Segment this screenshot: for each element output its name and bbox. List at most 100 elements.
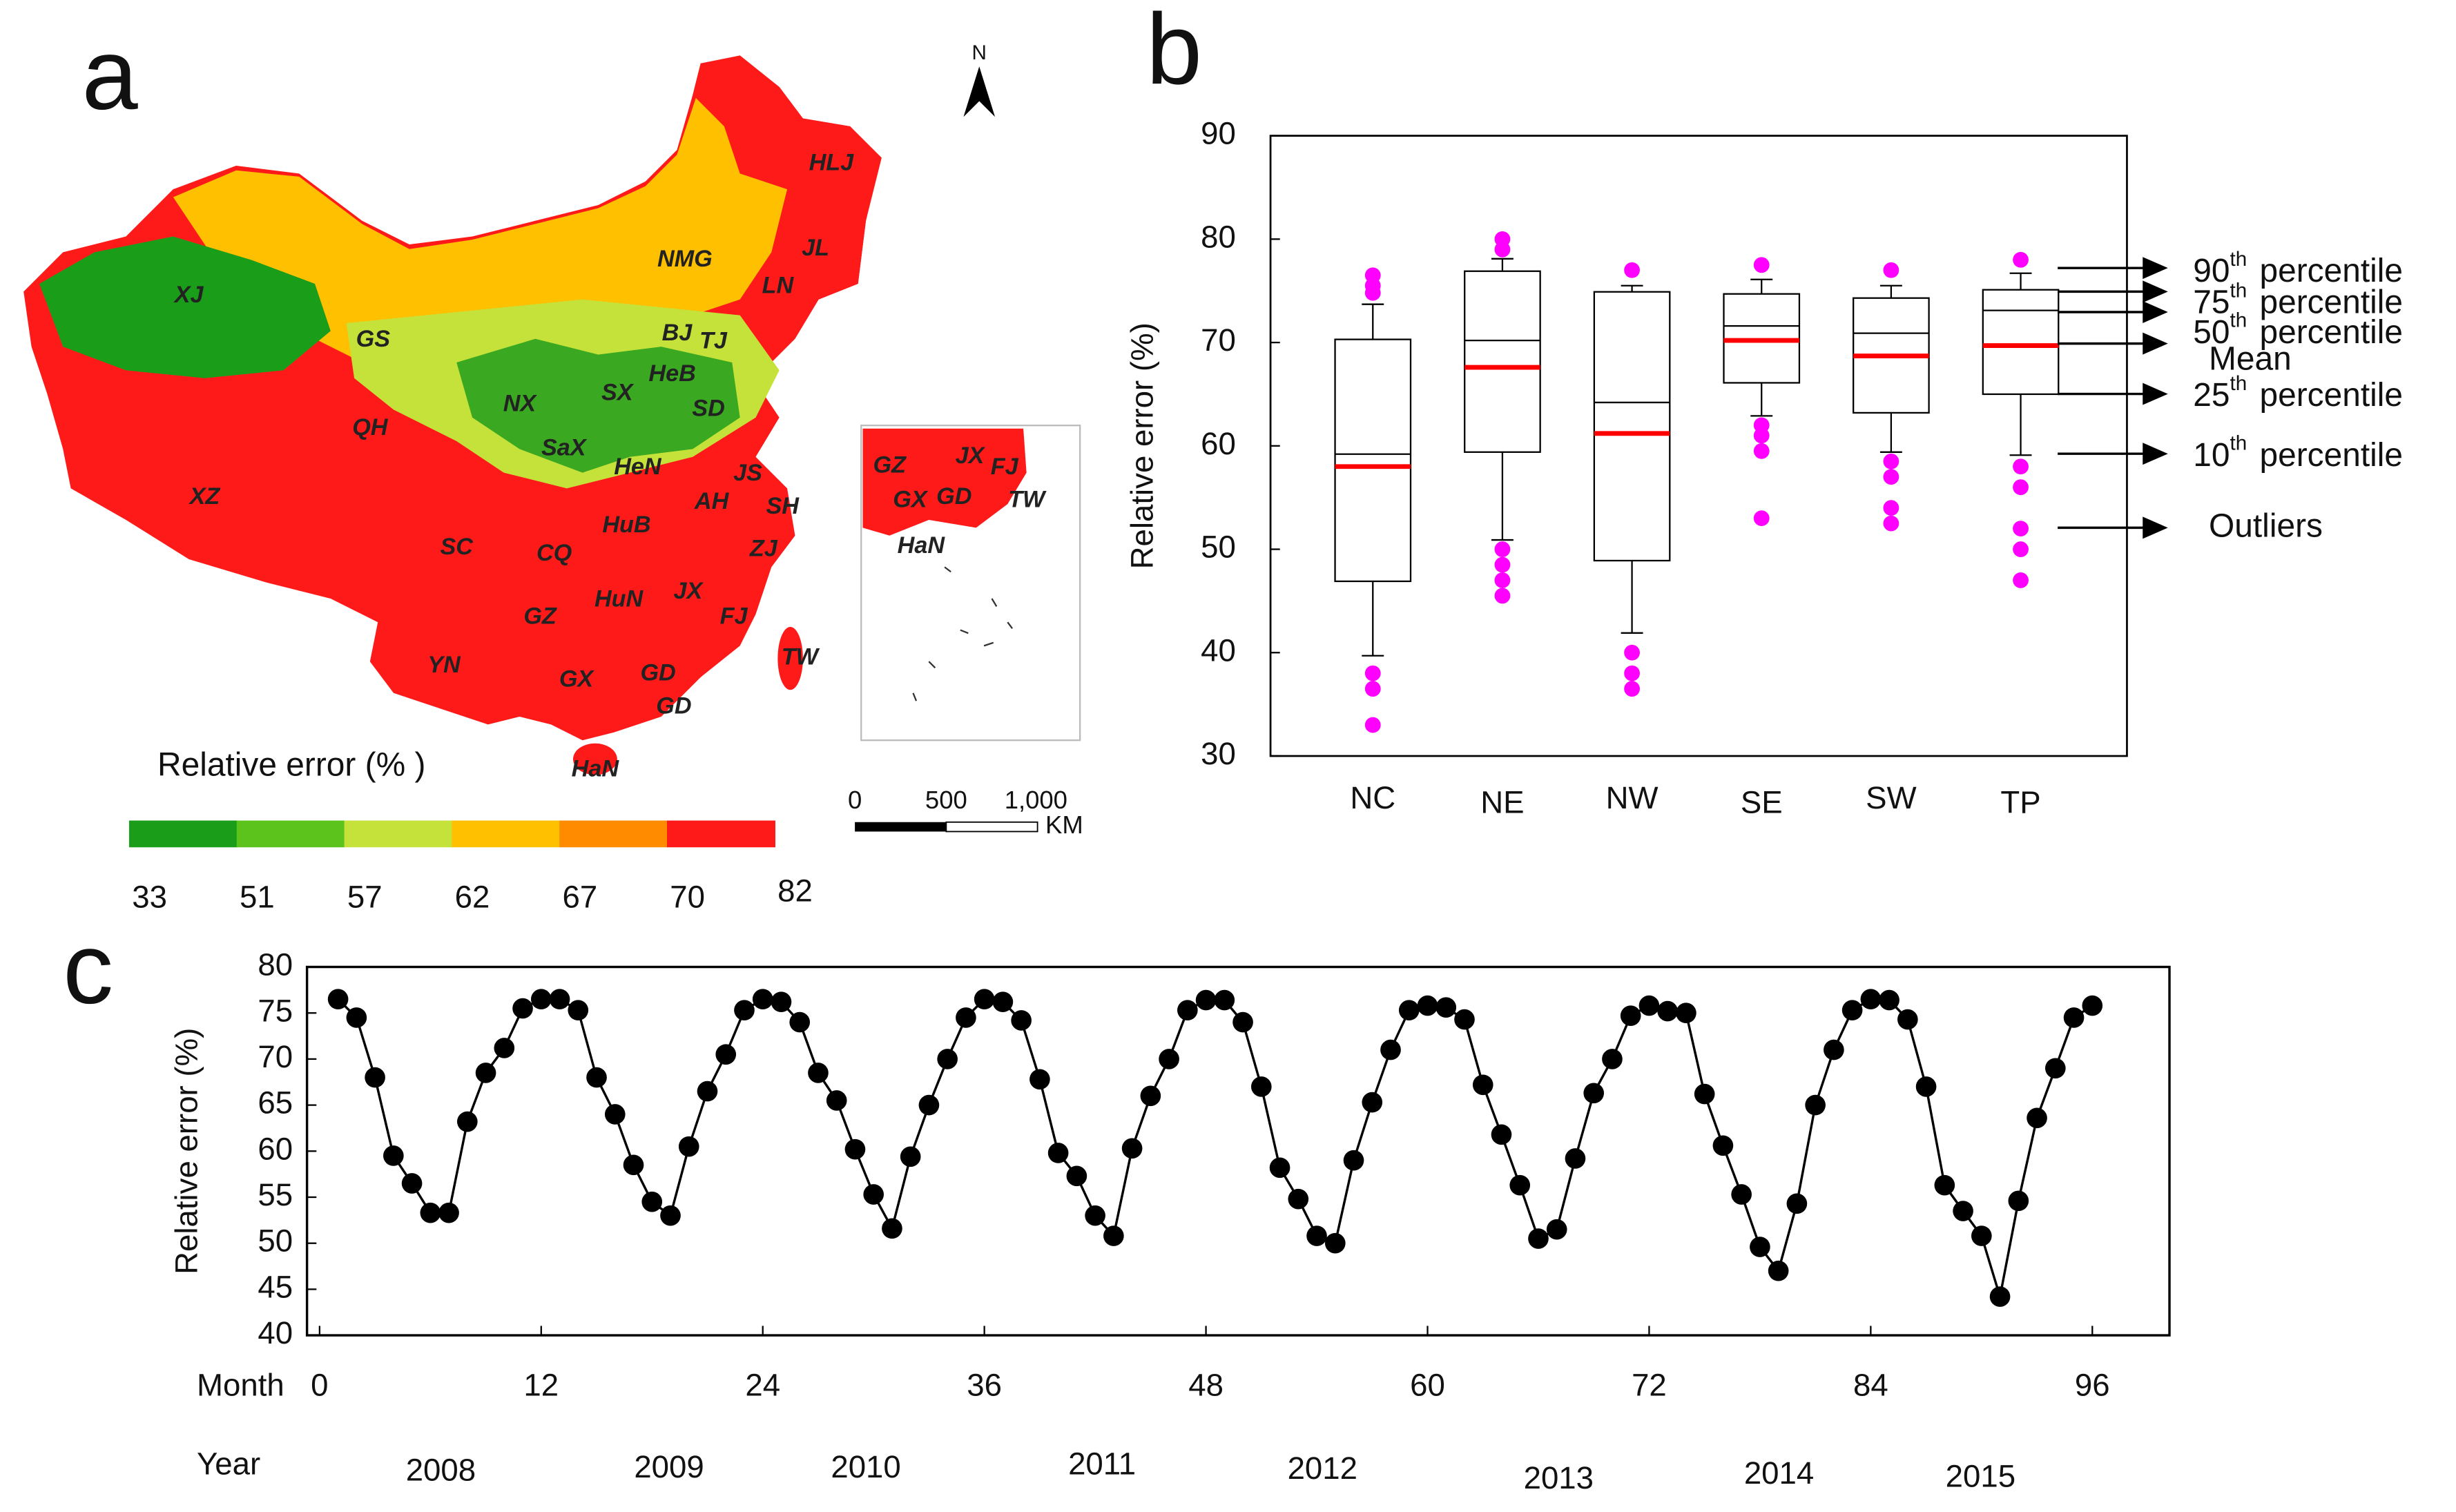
data-point xyxy=(918,1094,940,1116)
y-tick-label: 60 xyxy=(258,1131,293,1166)
colorbar-tick: 33 xyxy=(132,880,167,915)
data-point xyxy=(1029,1069,1050,1090)
data-point xyxy=(530,989,552,1010)
data-point xyxy=(365,1067,385,1088)
x-tick-label: 24 xyxy=(745,1367,780,1402)
data-point xyxy=(1971,1225,1992,1246)
outlier xyxy=(1753,443,1770,459)
data-point xyxy=(1841,1000,1863,1021)
y-tick-label: 40 xyxy=(258,1315,293,1350)
outlier xyxy=(1494,588,1511,604)
y-axis-label: Relative error (%) xyxy=(169,1028,204,1274)
data-point xyxy=(383,1145,404,1166)
data-point xyxy=(678,1136,699,1157)
data-point xyxy=(346,1007,367,1028)
province-label: AH xyxy=(694,488,730,514)
inset-label: TW xyxy=(1008,487,1047,513)
year-label: 2013 xyxy=(1524,1460,1594,1495)
data-point xyxy=(549,989,570,1010)
inset-label: GX xyxy=(893,487,929,513)
province-label: SC xyxy=(440,534,474,560)
data-point xyxy=(715,1044,737,1065)
data-point xyxy=(1509,1174,1531,1196)
y-tick-label: 55 xyxy=(258,1177,293,1212)
province-label: FJ xyxy=(720,603,748,629)
data-point xyxy=(752,989,773,1010)
data-point xyxy=(1047,1143,1069,1163)
colorbar-tick: 57 xyxy=(347,880,383,915)
annotation-sup: th xyxy=(2230,432,2247,454)
data-point xyxy=(401,1173,423,1194)
arrow-head xyxy=(2143,280,2168,303)
arrow-head xyxy=(2143,382,2168,405)
province-label: LN xyxy=(762,273,795,299)
province-label: NX xyxy=(503,391,538,417)
data-point xyxy=(1915,1076,1937,1097)
outlier xyxy=(1364,267,1381,284)
annotation-label: 90th percentile xyxy=(2193,248,2403,289)
data-point xyxy=(568,1000,589,1021)
annotation-text: percentile xyxy=(2259,284,2403,320)
province-label: TW xyxy=(782,644,820,670)
data-point xyxy=(1750,1237,1770,1257)
annotation-text: percentile xyxy=(2259,436,2403,473)
scale-bar-white xyxy=(945,821,1038,833)
box xyxy=(1982,289,2060,396)
data-point xyxy=(1472,1074,1493,1096)
y-tick-label: 65 xyxy=(258,1085,293,1121)
x-axis-label: Month xyxy=(197,1367,284,1402)
data-point xyxy=(623,1154,644,1176)
data-point xyxy=(974,989,995,1010)
data-point xyxy=(512,998,533,1019)
data-point xyxy=(2008,1190,2029,1212)
outlier xyxy=(1883,469,1899,485)
data-point xyxy=(1546,1219,1567,1240)
data-point xyxy=(900,1146,921,1167)
annotation-sup: th xyxy=(2230,279,2247,302)
province-label: QH xyxy=(352,414,389,440)
data-point xyxy=(1583,1083,1605,1104)
annotation-text: percentile xyxy=(2259,377,2403,414)
annotation-label: 25th percentile xyxy=(2193,372,2403,414)
outlier xyxy=(1624,681,1640,697)
data-point xyxy=(937,1049,958,1069)
legend-title: Relative error (% ) xyxy=(157,747,425,784)
data-point xyxy=(1159,1049,1179,1069)
annotation-number: 50 xyxy=(2193,314,2230,351)
data-point xyxy=(1195,989,1217,1011)
data-point xyxy=(2063,1007,2085,1028)
scale-label: 500 xyxy=(925,786,967,814)
colorbar-segment xyxy=(667,820,775,848)
province-label: GS xyxy=(356,326,391,352)
province-label: HeN xyxy=(614,454,662,480)
north-label: N xyxy=(972,41,987,64)
colorbar-segment xyxy=(344,820,453,848)
outlier xyxy=(1753,257,1770,273)
province-label: SD xyxy=(692,395,725,421)
data-point xyxy=(1768,1260,1789,1281)
panel-letter: c xyxy=(63,912,113,1025)
annotation-sup: th xyxy=(2230,372,2247,395)
central-green xyxy=(456,338,740,473)
year-label: 2014 xyxy=(1744,1455,1814,1491)
annotation-label: Outliers xyxy=(2209,507,2323,544)
y-tick-label: 90 xyxy=(1201,116,1236,151)
data-point xyxy=(2027,1107,2047,1129)
data-point xyxy=(1989,1286,2011,1307)
data-point xyxy=(1417,995,1438,1016)
annotation-number: 75 xyxy=(2193,284,2230,320)
data-point xyxy=(1177,1000,1198,1021)
province-label: HaN xyxy=(572,756,620,782)
data-point xyxy=(863,1184,884,1205)
xj-green xyxy=(39,236,331,378)
y-tick-label: 60 xyxy=(1201,426,1236,461)
y-tick-label: 80 xyxy=(1201,219,1236,254)
taiwan xyxy=(777,627,803,690)
inset-label: FJ xyxy=(991,454,1019,480)
data-point xyxy=(1694,1083,1715,1105)
outlier xyxy=(1624,644,1640,661)
data-point xyxy=(641,1191,663,1212)
data-point xyxy=(1805,1094,1826,1116)
annotation-sup: th xyxy=(2230,248,2247,271)
data-point xyxy=(1380,1039,1401,1060)
